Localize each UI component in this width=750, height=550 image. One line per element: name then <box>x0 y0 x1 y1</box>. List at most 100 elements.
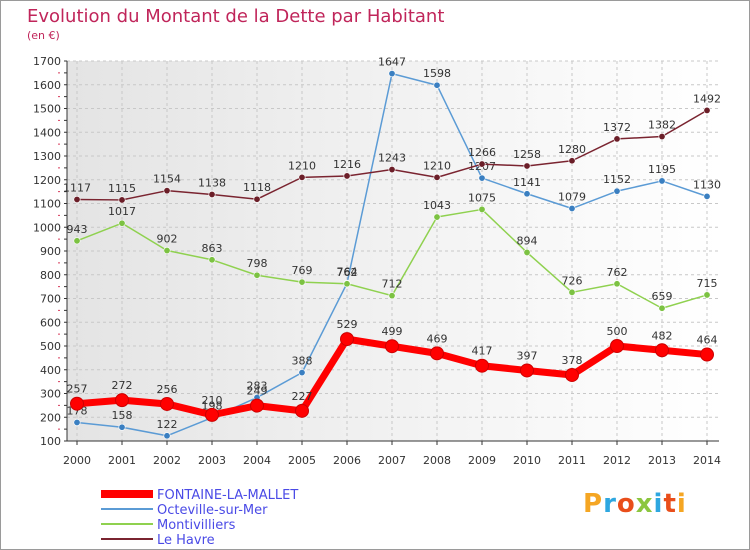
y-tick-label: 1600 <box>33 79 61 92</box>
data-point <box>433 213 441 221</box>
data-point <box>568 288 576 296</box>
y-tick-label: 100 <box>40 435 61 448</box>
data-label: 1243 <box>378 152 406 165</box>
series-octeville-sur-mer: 1781581221982833887641647159812071141107… <box>67 56 721 440</box>
data-label: 1266 <box>468 146 496 159</box>
series-fontaine-la-mallet: 257 272 256 210 249 227 529 499 469 417 397 378 500 4… <box>67 318 718 422</box>
data-label: 227 <box>292 390 313 403</box>
data-point <box>208 256 216 264</box>
y-tick-label: 1400 <box>33 126 61 139</box>
data-point <box>343 172 351 180</box>
data-point <box>118 196 126 204</box>
data-point <box>388 70 396 78</box>
data-point <box>295 403 309 418</box>
data-label: 1017 <box>108 205 136 218</box>
data-point <box>658 304 666 312</box>
data-label: 469 <box>427 332 448 345</box>
data-label: 1079 <box>558 190 586 203</box>
brand-letter: o <box>616 489 636 519</box>
data-label: 943 <box>67 223 88 236</box>
data-point <box>703 192 711 200</box>
data-label: 1115 <box>108 182 136 195</box>
data-point <box>298 369 306 377</box>
series-le-havre: 1117 1115 1154 1138 1118 1210 1216 1243 1210 1266… <box>63 92 721 204</box>
data-point <box>163 247 171 255</box>
data-label: 1118 <box>243 181 271 194</box>
legend-label: Octeville-sur-Mer <box>157 503 268 518</box>
data-label: 529 <box>337 318 358 331</box>
data-point <box>388 292 396 300</box>
x-tick-label: 2010 <box>513 454 541 467</box>
x-tick-label: 2003 <box>198 454 226 467</box>
data-label: 1117 <box>63 181 91 194</box>
brand-logo: Proxiti <box>583 489 687 519</box>
legend-label: Le Havre <box>157 533 215 548</box>
data-label: 249 <box>247 385 268 398</box>
chart-unit-label: (en €) <box>27 29 60 42</box>
data-point <box>658 133 666 141</box>
data-label: 902 <box>157 233 178 246</box>
data-point <box>703 291 711 299</box>
x-tick-label: 2009 <box>468 454 496 467</box>
y-tick-label: 200 <box>40 411 61 424</box>
data-label: 764 <box>337 265 358 278</box>
data-label: 158 <box>112 409 133 422</box>
y-tick-label: 300 <box>40 388 61 401</box>
data-label: 659 <box>652 290 673 303</box>
data-label: 1210 <box>423 159 451 172</box>
data-label: 769 <box>292 264 313 277</box>
data-label: 1598 <box>423 67 451 80</box>
data-point <box>433 81 441 89</box>
data-point <box>73 195 81 203</box>
data-label: 1382 <box>648 119 676 132</box>
data-label: 1141 <box>513 176 541 189</box>
y-tick-label: 500 <box>40 340 61 353</box>
data-point <box>160 396 174 411</box>
x-tick-label: 2000 <box>63 454 91 467</box>
data-point <box>298 278 306 286</box>
x-tick-label: 2005 <box>288 454 316 467</box>
data-label: 210 <box>202 394 223 407</box>
data-label: 388 <box>292 355 313 368</box>
data-label: 1258 <box>513 148 541 161</box>
data-point <box>343 280 351 288</box>
axes: 1002003004005006007008009001000110012001… <box>33 55 721 467</box>
y-tick-label: 1700 <box>33 55 61 68</box>
data-point <box>523 190 531 198</box>
data-point <box>475 358 489 373</box>
data-label: 500 <box>607 325 628 338</box>
grid-lines <box>67 60 719 442</box>
y-tick-label: 1300 <box>33 150 61 163</box>
data-label: 417 <box>472 345 493 358</box>
data-label: 198 <box>202 400 223 413</box>
data-label: 798 <box>247 257 268 270</box>
data-label: 397 <box>517 349 538 362</box>
data-label: 272 <box>112 379 133 392</box>
data-label: 1647 <box>378 56 406 69</box>
data-label: 1138 <box>198 176 226 189</box>
data-label: 122 <box>157 418 178 431</box>
data-label: 283 <box>247 380 268 393</box>
data-label: 1154 <box>153 173 181 186</box>
x-tick-label: 2011 <box>558 454 586 467</box>
data-point <box>208 190 216 198</box>
data-label: 762 <box>337 266 358 279</box>
data-point <box>298 173 306 181</box>
data-point <box>253 271 261 279</box>
data-label: 1210 <box>288 159 316 172</box>
data-point <box>388 166 396 174</box>
brand-letter: P <box>583 489 604 519</box>
brand-letter: t <box>663 489 677 519</box>
data-point <box>703 106 711 114</box>
data-point <box>568 204 576 212</box>
y-tick-label: 600 <box>40 316 61 329</box>
data-point <box>73 418 81 426</box>
data-label: 464 <box>697 334 718 347</box>
y-tick-label: 1100 <box>33 198 61 211</box>
series-layer: 1781581221982833887641647159812071141107… <box>63 56 721 440</box>
data-point <box>205 407 219 422</box>
x-tick-label: 2004 <box>243 454 271 467</box>
x-tick-label: 2001 <box>108 454 136 467</box>
